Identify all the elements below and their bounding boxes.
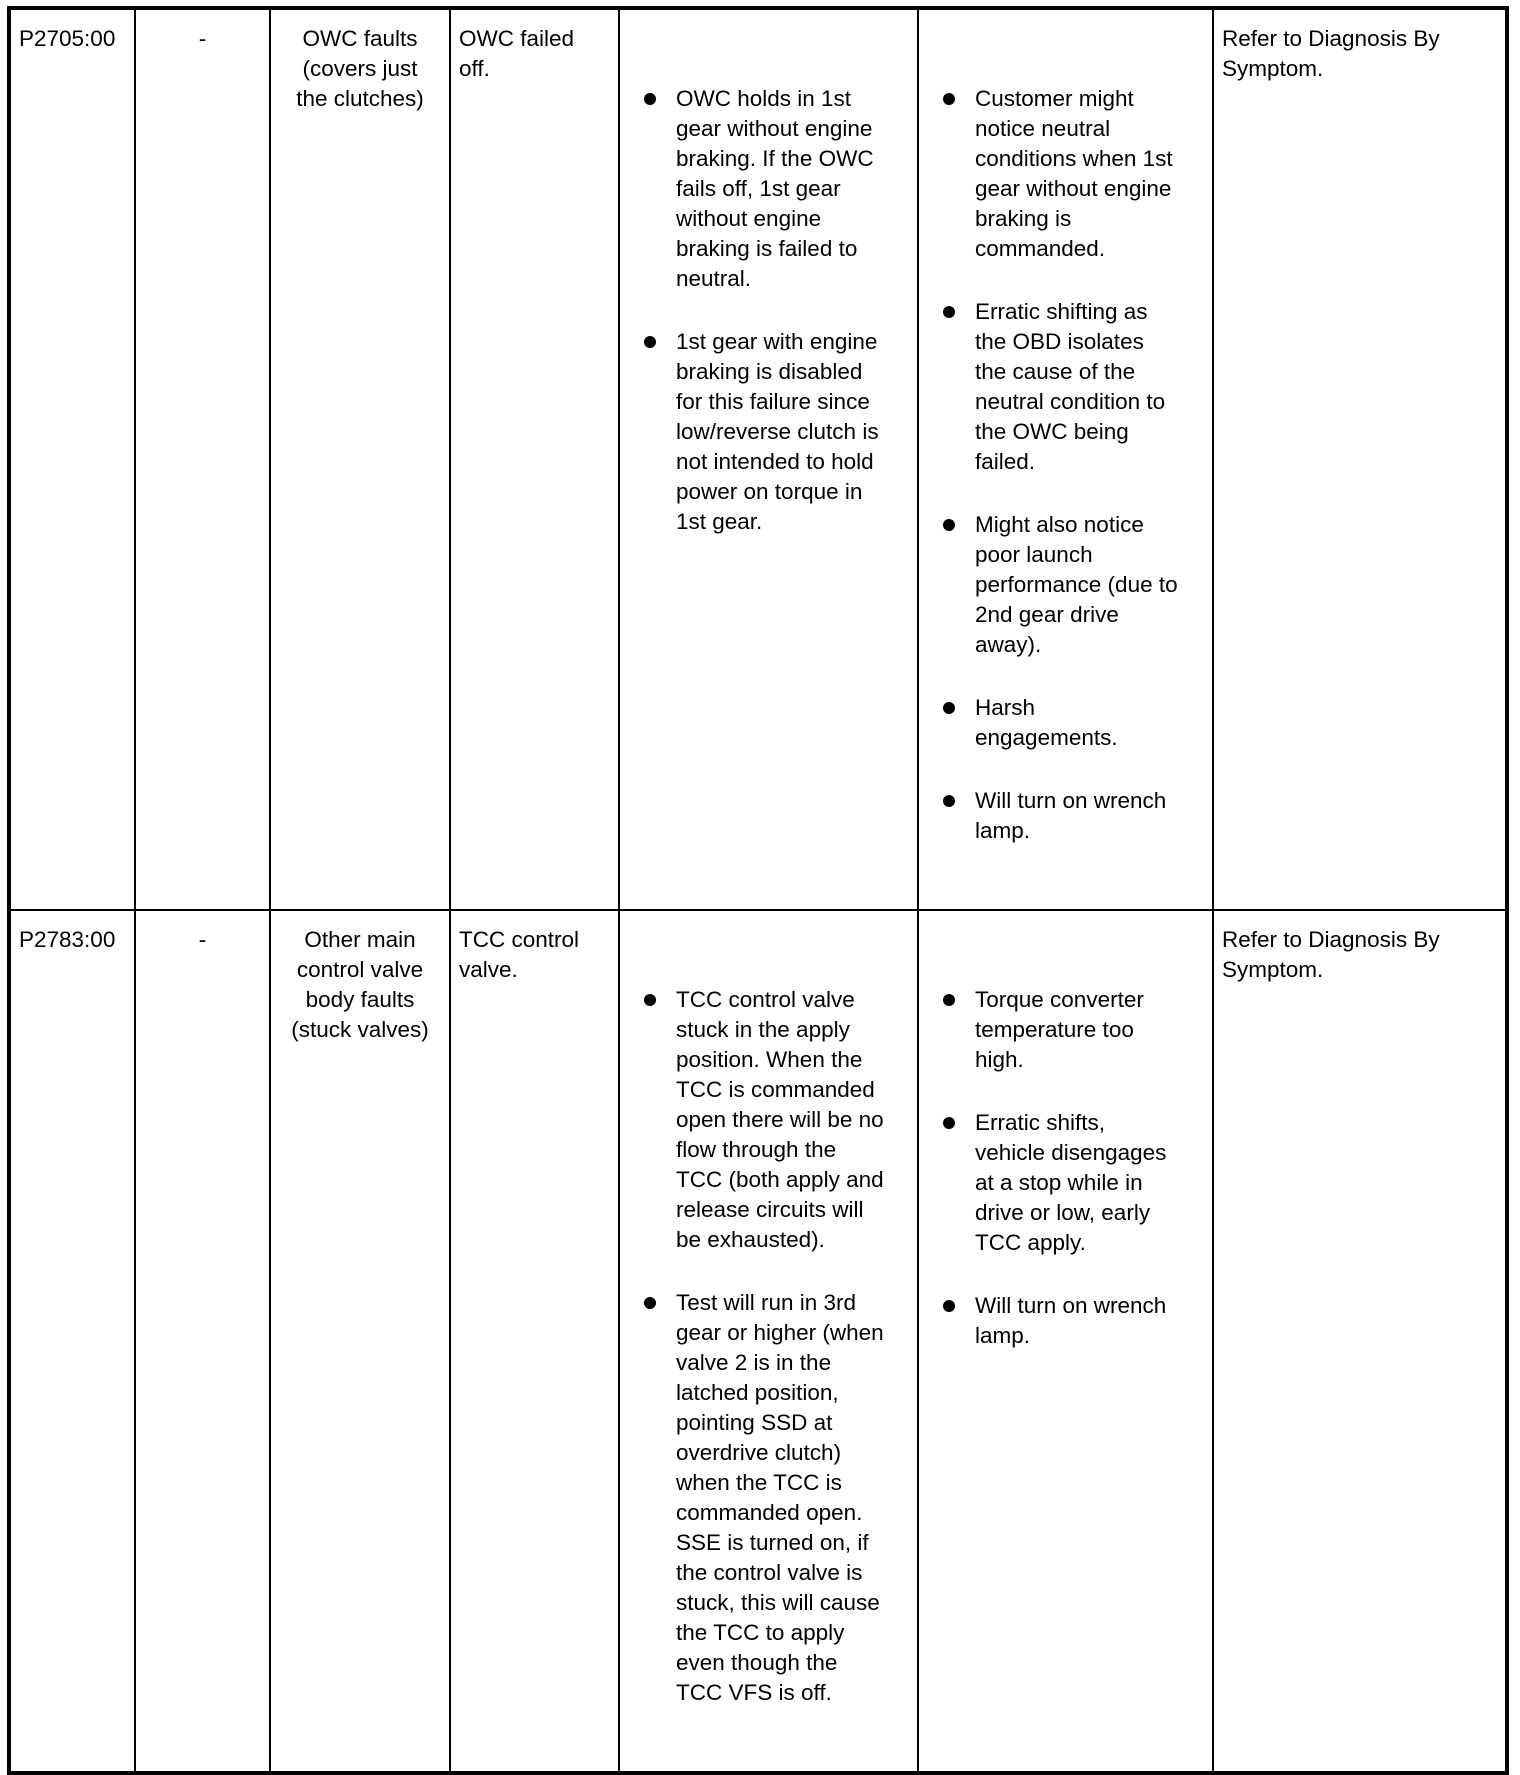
list-item: Harsh engagements. — [925, 693, 1204, 753]
list-item: 1st gear with engine braking is disabled… — [626, 327, 909, 537]
dtc-code: P2783:00 — [8, 909, 136, 1774]
bullet-icon — [943, 93, 955, 105]
list-item: Will turn on wrench lamp. — [925, 1291, 1204, 1351]
bullet-icon — [644, 93, 656, 105]
table-row: P2705:00 - OWC faults (covers just the c… — [8, 7, 1508, 911]
table-row: P2783:00 - Other main control valve body… — [8, 909, 1508, 1774]
service-note: Refer to Diagnosis By Symptom. — [1212, 7, 1508, 911]
bullet-icon — [943, 795, 955, 807]
symptoms-cell: Customer might notice neutral conditions… — [917, 7, 1214, 911]
list-item: Erratic shifts, vehicle disengages at a … — [925, 1108, 1204, 1258]
bullet-icon — [943, 519, 955, 531]
bullet-icon — [943, 1300, 955, 1312]
symptoms-cell: Torque converter temperature too high. E… — [917, 909, 1214, 1774]
list-item: Customer might notice neutral conditions… — [925, 84, 1204, 264]
fault-category: OWC faults (covers just the clutches) — [269, 7, 451, 911]
dtc-code: P2705:00 — [8, 7, 136, 911]
bullet-icon — [644, 994, 656, 1006]
list-item: Might also notice poor launch performanc… — [925, 510, 1204, 660]
failure-mode: OWC failed off. — [449, 7, 620, 911]
list-item: Erratic shifting as the OBD isolates the… — [925, 297, 1204, 477]
bullet-icon — [943, 306, 955, 318]
dtc-table: P2705:00 - OWC faults (covers just the c… — [7, 6, 1509, 1775]
failure-mode: TCC control valve. — [449, 909, 620, 1774]
list-item: Will turn on wrench lamp. — [925, 786, 1204, 846]
bullet-icon — [644, 1297, 656, 1309]
list-item: OWC holds in 1st gear without engine bra… — [626, 84, 909, 294]
bullet-icon — [943, 994, 955, 1006]
list-item: TCC control valve stuck in the apply pos… — [626, 985, 909, 1255]
action-cell: OWC holds in 1st gear without engine bra… — [618, 7, 919, 911]
fault-category: Other main control valve body faults (st… — [269, 909, 451, 1774]
action-cell: TCC control valve stuck in the apply pos… — [618, 909, 919, 1774]
list-item: Torque converter temperature too high. — [925, 985, 1204, 1075]
list-item: Test will run in 3rd gear or higher (whe… — [626, 1288, 909, 1708]
bullet-icon — [943, 1117, 955, 1129]
sub-code: - — [134, 7, 271, 911]
service-note: Refer to Diagnosis By Symptom. — [1212, 909, 1508, 1774]
sub-code: - — [134, 909, 271, 1774]
bullet-icon — [644, 336, 656, 348]
bullet-icon — [943, 702, 955, 714]
